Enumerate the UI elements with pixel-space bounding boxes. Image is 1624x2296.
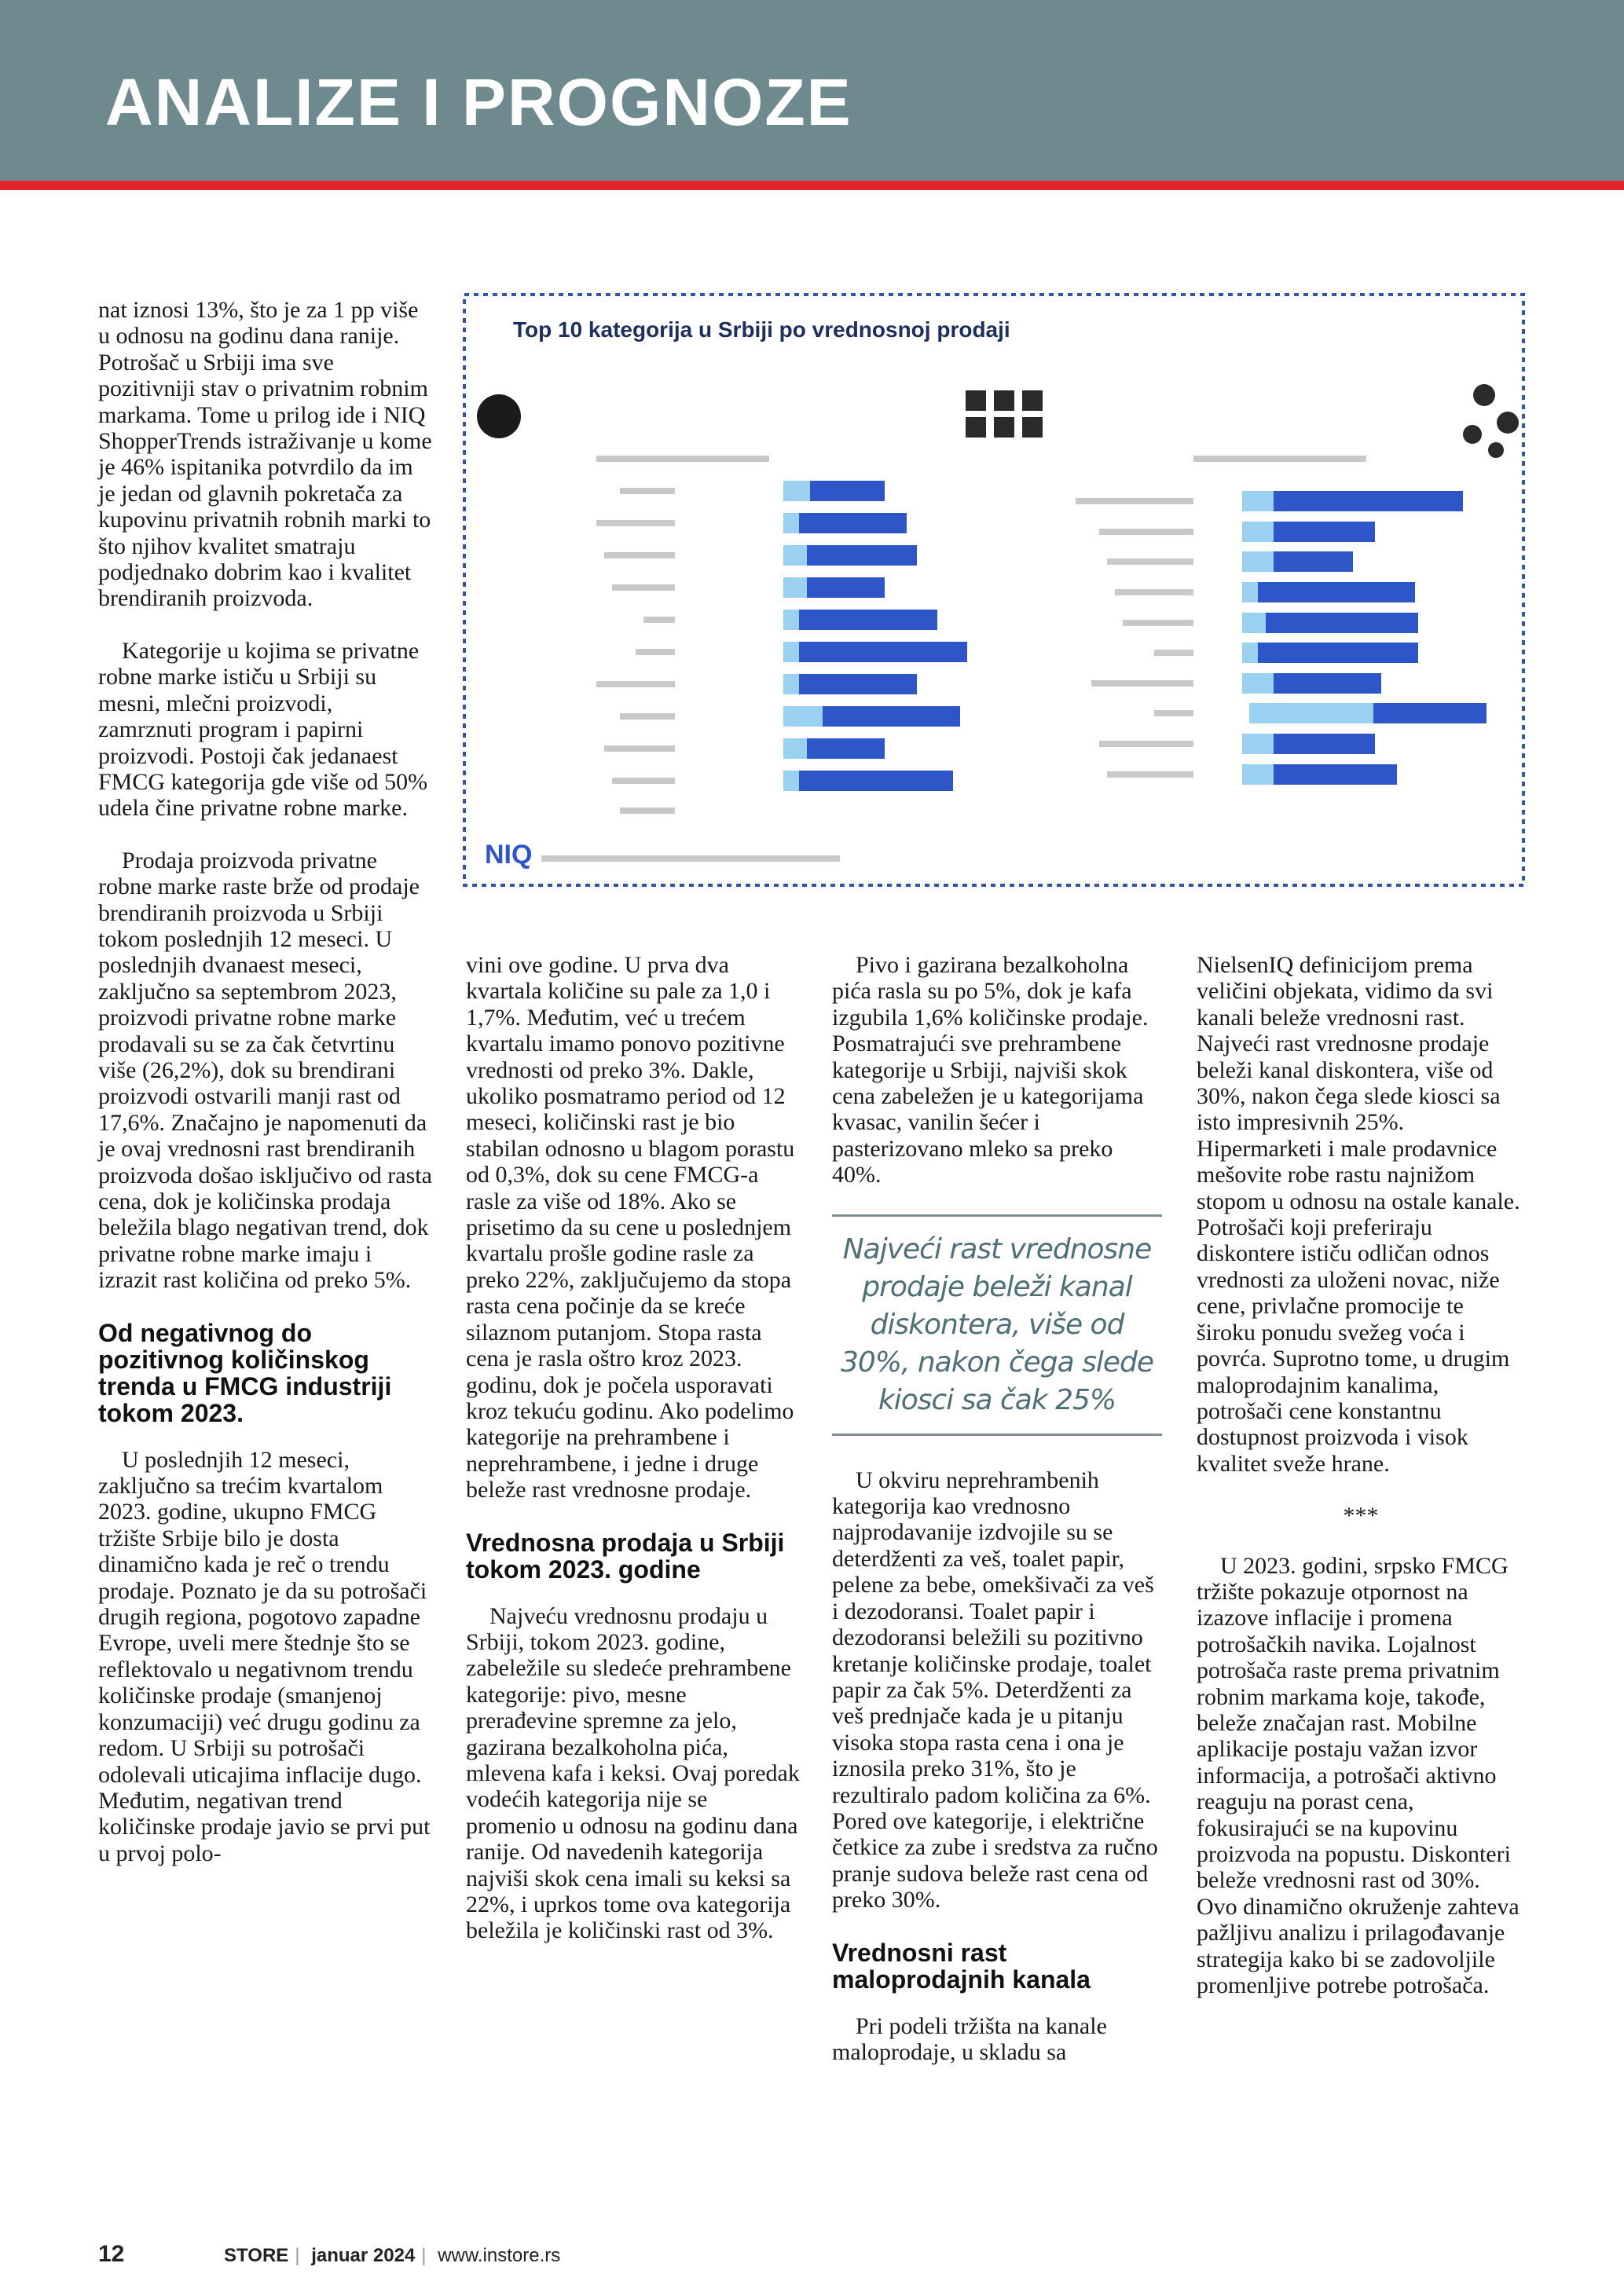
placeholder-source [541, 855, 840, 862]
paragraph: Najveću vrednosnu prodaju u Srbiji, toko… [466, 1602, 800, 1944]
page-number: 12 [98, 2241, 125, 2267]
divider: | [421, 2245, 427, 2266]
subheading: Vrednosna prodaja u Srbiji tokom 2023. g… [466, 1528, 785, 1584]
placeholder-labels [596, 456, 1366, 814]
paragraph: vini ove godine. U prva dva kvartala kol… [466, 952, 795, 1503]
paragraph: Pivo i gazirana bezalkoholna pića rasla … [832, 952, 1149, 1188]
bars-right [1242, 491, 1487, 785]
figure-title: Top 10 kategorija u Srbiji po vrednosnoj… [513, 317, 1010, 342]
section-title: ANALIZE I PROGNOZE [105, 65, 852, 139]
subheading: Od negativnog do pozitivnog količinskog … [98, 1318, 392, 1427]
header-band [0, 0, 1624, 181]
text-column: Pivo i gazirana bezalkoholna pića rasla … [832, 952, 1162, 2091]
figure-logo: NIQ [485, 840, 532, 870]
subheading: Vrednosni rast maloprodajnih kanala [832, 1938, 1091, 1994]
paragraph: U poslednjih 12 meseci, zaključno sa tre… [98, 1446, 431, 1866]
pull-quote: Najveći rast vrednosne prodaje beleži ka… [832, 1214, 1162, 1436]
text-column: NielsenIQ definicijom prema veličini obj… [1197, 952, 1525, 2024]
paragraph: U okviru neprehrambenih kategorija kao v… [832, 1467, 1158, 1913]
header-rule [0, 181, 1624, 190]
url: www.instore.rs [438, 2245, 561, 2266]
paragraph: Pri podeli tržišta na kanale maloprodaje… [832, 2012, 1107, 2065]
icon [966, 390, 1043, 438]
figure: Top 10 kategorija u Srbiji po vrednosnoj… [463, 293, 1525, 887]
icon [477, 394, 521, 438]
separator: *** [1343, 1503, 1379, 1529]
icon [1463, 384, 1519, 458]
paragraph: Prodaja proizvoda privatne robne marke r… [98, 847, 432, 1294]
paragraph: U 2023. godini, srpsko FMCG tržište poka… [1197, 1552, 1520, 1999]
paragraph: nat iznosi 13%, što je za 1 pp više u od… [98, 297, 432, 612]
divider: | [295, 2245, 300, 2266]
footer: 12 STORE | januar 2024 | www.instore.rs [98, 2240, 560, 2270]
issue: januar 2024 [311, 2245, 416, 2266]
bars-left [783, 481, 967, 791]
text-column: nat iznosi 13%, što je za 1 pp više u od… [98, 297, 432, 1892]
text-column: vini ove godine. U prva dva kvartala kol… [466, 952, 800, 1970]
paragraph: NielsenIQ definicijom prema veličini obj… [1197, 952, 1520, 1477]
paragraph: Kategorije u kojima se privatne robne ma… [98, 637, 428, 822]
brand: STORE [224, 2245, 289, 2266]
